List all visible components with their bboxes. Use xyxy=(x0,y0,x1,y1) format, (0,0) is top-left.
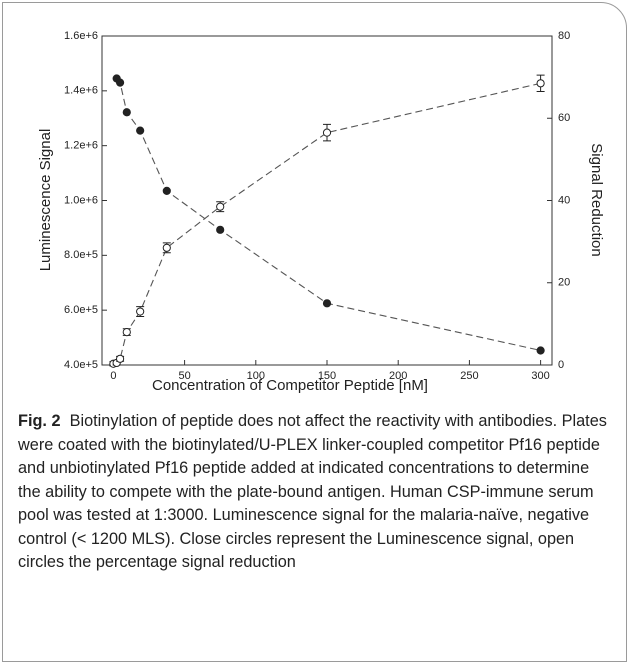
x-axis-label: Concentration of Competitor Peptide [nM] xyxy=(152,377,428,394)
caption-label: Fig. 2 xyxy=(18,412,61,430)
caption: Fig. 2 Biotinylation of peptide does not… xyxy=(18,410,616,575)
caption-text: Biotinylation of peptide does not affect… xyxy=(18,412,607,571)
x-tick-label: 300 xyxy=(531,370,549,382)
data-point xyxy=(162,243,171,252)
x-tick-label: 50 xyxy=(178,370,190,382)
data-point xyxy=(536,346,545,355)
x-tick-label: 250 xyxy=(460,370,478,382)
series-line xyxy=(116,78,541,352)
y-tick-label: 1.6e+6 xyxy=(64,30,98,42)
y2-tick-label: 40 xyxy=(558,194,570,206)
x-tick-label: 150 xyxy=(318,370,336,382)
x-tick-label: 200 xyxy=(389,370,407,382)
data-point xyxy=(162,186,171,196)
data-point xyxy=(122,328,131,337)
data-point xyxy=(216,202,225,211)
data-point xyxy=(115,354,125,363)
y-axis-label: Luminescence Signal xyxy=(37,129,54,272)
y-tick-label: 6.0e+5 xyxy=(64,304,98,316)
data-point xyxy=(322,299,332,308)
y2-axis-label: Signal Reduction xyxy=(588,143,605,256)
data-point xyxy=(322,128,332,137)
y2-tick-label: 20 xyxy=(558,277,570,289)
data-point xyxy=(136,126,145,135)
chart: Concentration of Competitor Peptide [nM]… xyxy=(37,30,605,394)
y-tick-label: 1.2e+6 xyxy=(64,140,98,152)
y2-tick-label: 80 xyxy=(558,30,570,42)
y-tick-label: 1.0e+6 xyxy=(64,194,98,206)
x-tick-label: 0 xyxy=(110,370,116,382)
data-point xyxy=(122,108,131,117)
y-tick-label: 4.0e+5 xyxy=(64,359,98,371)
plot-frame xyxy=(101,35,553,366)
data-point xyxy=(136,307,145,316)
data-point xyxy=(536,79,545,88)
y2-tick-label: 0 xyxy=(558,359,564,371)
y-tick-label: 1.4e+6 xyxy=(64,85,98,97)
x-tick-label: 100 xyxy=(247,370,265,382)
y2-tick-label: 60 xyxy=(558,112,570,124)
data-point xyxy=(216,225,225,234)
y-tick-label: 8.0e+5 xyxy=(64,249,98,261)
data-point xyxy=(115,78,125,87)
